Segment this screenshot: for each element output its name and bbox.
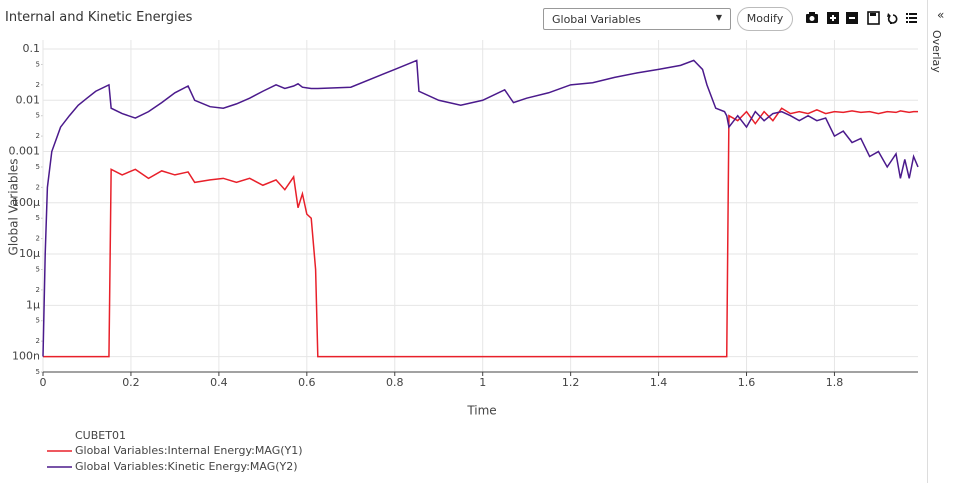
data-line: [42, 59, 919, 357]
y-tick-label: 10μ: [19, 247, 40, 260]
x-tick-label: 0.2: [122, 376, 140, 389]
x-tick-label: 0.8: [386, 376, 404, 389]
legend-title: CUBET01: [75, 429, 126, 442]
y-tick-label: 100μ: [12, 196, 40, 209]
legend-entry: Global Variables:Internal Energy:MAG(Y1): [75, 444, 303, 457]
variable-dropdown[interactable]: Global Variables ▼: [543, 8, 731, 30]
dropdown-text: Global Variables: [552, 13, 641, 26]
y-tick-label: 2: [36, 183, 40, 191]
x-tick-label: 1.8: [826, 376, 844, 389]
y-tick-label: 2: [36, 81, 40, 89]
x-tick-label: 1.4: [650, 376, 668, 389]
y-tick-label: 5: [36, 163, 40, 171]
collapse-icon[interactable]: «: [937, 8, 945, 22]
y-tick-label: 100n: [12, 350, 40, 363]
overlay-sidebar[interactable]: « Overlay: [927, 0, 955, 483]
x-tick-label: 1.6: [738, 376, 756, 389]
y-tick-label: 5: [36, 317, 40, 325]
y-tick-label: 2: [36, 235, 40, 243]
x-tick-label: 1.2: [562, 376, 580, 389]
chart-title: Internal and Kinetic Energies: [5, 10, 193, 25]
x-tick-label: 1: [479, 376, 486, 389]
y-tick-label: 5: [36, 60, 40, 68]
menu-icon[interactable]: [906, 13, 917, 23]
toolbar: [806, 11, 917, 25]
modify-button[interactable]: Modify: [737, 7, 793, 31]
y-tick-label: 0.1: [23, 42, 41, 55]
y-tick-label: 2: [36, 132, 40, 140]
y-tick-label: 5: [36, 214, 40, 222]
y-tick-label: 2: [36, 286, 40, 294]
zoom-in-icon[interactable]: [827, 12, 839, 24]
x-tick-label: 0.6: [298, 376, 316, 389]
y-tick-label: 5: [36, 112, 40, 120]
y-tick-label: 0.001: [9, 145, 41, 158]
x-axis-label: Time: [466, 404, 496, 418]
legend-entry: Global Variables:Kinetic Energy:MAG(Y2): [75, 460, 298, 473]
sidebar-label: Overlay: [930, 30, 943, 73]
x-tick-label: 0: [40, 376, 47, 389]
chart: Time Global Variables CUBET01 0.1 5 2 0.01 5…: [7, 40, 919, 473]
zoom-out-icon[interactable]: [846, 12, 858, 24]
data-line: [43, 107, 918, 358]
y-tick-label: 5: [36, 265, 40, 273]
caret: ▼: [715, 13, 722, 22]
y-tick-label: 5: [36, 368, 40, 376]
y-tick-label: 2: [36, 337, 40, 345]
reset-icon[interactable]: [887, 13, 898, 24]
y-axis-label: Global Variables: [7, 159, 21, 256]
y-tick-label: 0.01: [16, 93, 41, 106]
x-tick-label: 0.4: [210, 376, 228, 389]
camera-icon[interactable]: [806, 12, 818, 23]
y-tick-label: 1μ: [26, 298, 40, 311]
save-icon[interactable]: [867, 11, 880, 25]
